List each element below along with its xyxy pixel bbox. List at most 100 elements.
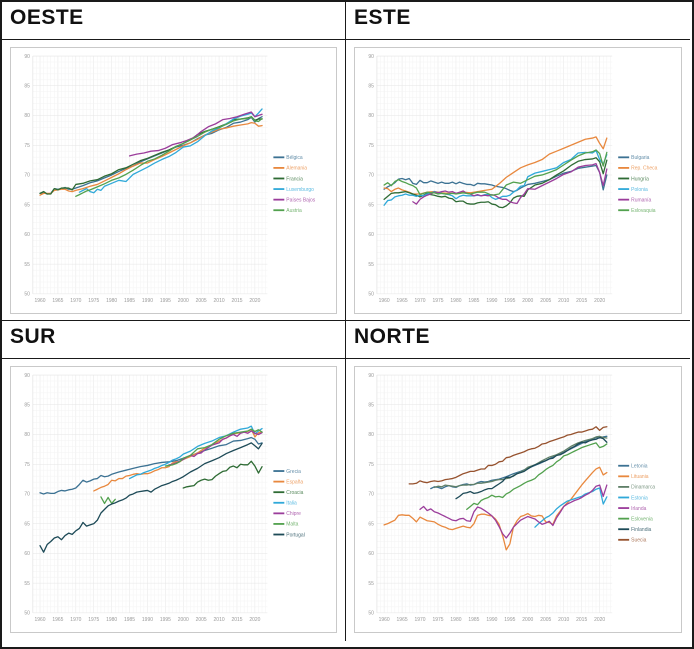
svg-text:1985: 1985 bbox=[124, 617, 135, 623]
svg-text:2015: 2015 bbox=[231, 617, 242, 623]
svg-text:2000: 2000 bbox=[178, 298, 189, 304]
legend-item-letonia: Letonia bbox=[618, 464, 648, 470]
svg-text:85: 85 bbox=[368, 402, 374, 408]
legend: Bulgaria Rep. Checa Hungría Polonia Rumanía E… bbox=[618, 155, 658, 214]
svg-text:Hungría: Hungría bbox=[631, 176, 649, 182]
svg-text:Polonia: Polonia bbox=[631, 187, 648, 193]
svg-text:65: 65 bbox=[368, 202, 374, 208]
series-line-suecia bbox=[408, 426, 608, 485]
legend-item-dinamarca: Dinamarca bbox=[618, 485, 655, 491]
panel-title-oeste: OESTE bbox=[10, 6, 84, 29]
svg-text:Italia: Italia bbox=[286, 501, 297, 507]
svg-text:2005: 2005 bbox=[196, 617, 207, 623]
legend-item-francia: Francia bbox=[273, 176, 303, 182]
svg-text:90: 90 bbox=[24, 54, 30, 60]
series-line-eslovenia bbox=[466, 442, 608, 511]
svg-text:2010: 2010 bbox=[214, 617, 225, 623]
series-line-irlanda bbox=[419, 484, 608, 539]
series-line-bulgaria bbox=[383, 164, 608, 193]
svg-text:1980: 1980 bbox=[450, 298, 461, 304]
svg-text:60: 60 bbox=[368, 551, 374, 557]
svg-text:Rep. Checa: Rep. Checa bbox=[631, 166, 657, 172]
svg-text:2005: 2005 bbox=[540, 617, 551, 623]
svg-text:1995: 1995 bbox=[504, 617, 515, 623]
svg-text:Grecia: Grecia bbox=[286, 469, 301, 475]
x-axis-labels: 1960 1965 1970 1975 1980 1985 1990 1995 2000 2005… bbox=[35, 298, 261, 304]
legend-item-hungria: Hungría bbox=[618, 176, 649, 182]
legend-item-eslovaquia: Eslovaquia bbox=[618, 208, 656, 214]
series-line-italia bbox=[128, 425, 263, 480]
svg-text:55: 55 bbox=[368, 262, 374, 268]
svg-text:2020: 2020 bbox=[594, 617, 605, 623]
svg-text:1985: 1985 bbox=[124, 298, 135, 304]
svg-text:1990: 1990 bbox=[486, 617, 497, 623]
svg-text:1990: 1990 bbox=[142, 617, 153, 623]
legend: Bélgica Alemania Francia Luxemburgo Países B… bbox=[273, 155, 316, 214]
svg-text:70: 70 bbox=[368, 173, 374, 179]
series-line-malta bbox=[100, 428, 263, 505]
series-line-austria bbox=[75, 116, 263, 197]
svg-text:Austria: Austria bbox=[286, 208, 302, 214]
legend-item-malta: Malta bbox=[273, 522, 299, 528]
legend-item-chipre: Chipre bbox=[273, 511, 301, 517]
svg-text:Malta: Malta bbox=[286, 522, 298, 528]
svg-text:1995: 1995 bbox=[504, 298, 515, 304]
series-line-paises-bajos bbox=[128, 111, 263, 157]
legend-item-irlanda: Irlanda bbox=[618, 506, 647, 512]
legend-item-paises-bajos: Países Bajos bbox=[273, 197, 316, 203]
series-line-hungria bbox=[383, 157, 608, 209]
svg-text:1965: 1965 bbox=[397, 298, 408, 304]
panel-chart-cell-norte: 50 55 60 65 70 75 80 85 90 1960 1965 1970 1975 1980 19… bbox=[346, 359, 690, 641]
svg-text:70: 70 bbox=[368, 492, 374, 498]
svg-text:1960: 1960 bbox=[379, 617, 390, 623]
legend-item-espana: España bbox=[273, 479, 303, 485]
series-line-estonia bbox=[534, 487, 608, 528]
svg-text:85: 85 bbox=[368, 83, 374, 89]
panel-chart-cell-sur: 50 55 60 65 70 75 80 85 90 1960 1965 1970 1975 1980 19… bbox=[2, 359, 346, 641]
svg-text:Eslovaquia: Eslovaquia bbox=[631, 208, 656, 214]
svg-text:España: España bbox=[286, 479, 303, 485]
svg-text:2015: 2015 bbox=[576, 617, 587, 623]
panel-title-cell-norte: NORTE bbox=[346, 321, 690, 359]
svg-text:90: 90 bbox=[368, 373, 374, 379]
svg-text:1980: 1980 bbox=[450, 617, 461, 623]
svg-text:1960: 1960 bbox=[35, 617, 46, 623]
series-line-grecia bbox=[39, 436, 263, 495]
panel-title-cell-oeste: OESTE bbox=[2, 2, 346, 40]
svg-text:2010: 2010 bbox=[558, 617, 569, 623]
legend-item-italia: Italia bbox=[273, 501, 297, 507]
legend-item-lituania: Lituania bbox=[618, 474, 649, 480]
panel-title-cell-este: ESTE bbox=[346, 2, 690, 40]
svg-text:1975: 1975 bbox=[88, 298, 99, 304]
legend-item-polonia: Polonia bbox=[618, 187, 648, 193]
svg-text:Francia: Francia bbox=[286, 176, 303, 182]
legend-item-suecia: Suecia bbox=[618, 538, 647, 544]
svg-text:2020: 2020 bbox=[249, 617, 260, 623]
svg-text:1975: 1975 bbox=[432, 617, 443, 623]
series-line-alemania bbox=[39, 122, 263, 196]
gridlines bbox=[32, 55, 268, 295]
svg-text:Portugal: Portugal bbox=[286, 532, 304, 538]
svg-text:80: 80 bbox=[24, 432, 30, 438]
series-line-eslovaquia bbox=[383, 149, 608, 196]
legend-item-bulgaria: Bulgaria bbox=[618, 155, 650, 161]
svg-text:Croacia: Croacia bbox=[286, 490, 303, 496]
legend-item-austria: Austria bbox=[273, 208, 302, 214]
panel-chart-cell-este: 50 55 60 65 70 75 80 85 90 1960 1965 1970 1975 1980 19… bbox=[346, 40, 690, 321]
svg-text:Luxemburgo: Luxemburgo bbox=[286, 187, 314, 193]
legend-item-finlandia: Finlandia bbox=[618, 527, 652, 533]
svg-text:65: 65 bbox=[368, 521, 374, 527]
svg-text:60: 60 bbox=[368, 232, 374, 238]
svg-text:Estonia: Estonia bbox=[631, 495, 648, 501]
svg-text:75: 75 bbox=[24, 462, 30, 468]
series-line-letonia bbox=[430, 435, 608, 490]
svg-text:2020: 2020 bbox=[594, 298, 605, 304]
svg-text:2000: 2000 bbox=[522, 617, 533, 623]
svg-text:90: 90 bbox=[24, 373, 30, 379]
svg-text:2005: 2005 bbox=[196, 298, 207, 304]
series-line-chipre bbox=[168, 430, 263, 466]
series-line-croacia bbox=[182, 460, 263, 489]
svg-text:1975: 1975 bbox=[88, 617, 99, 623]
